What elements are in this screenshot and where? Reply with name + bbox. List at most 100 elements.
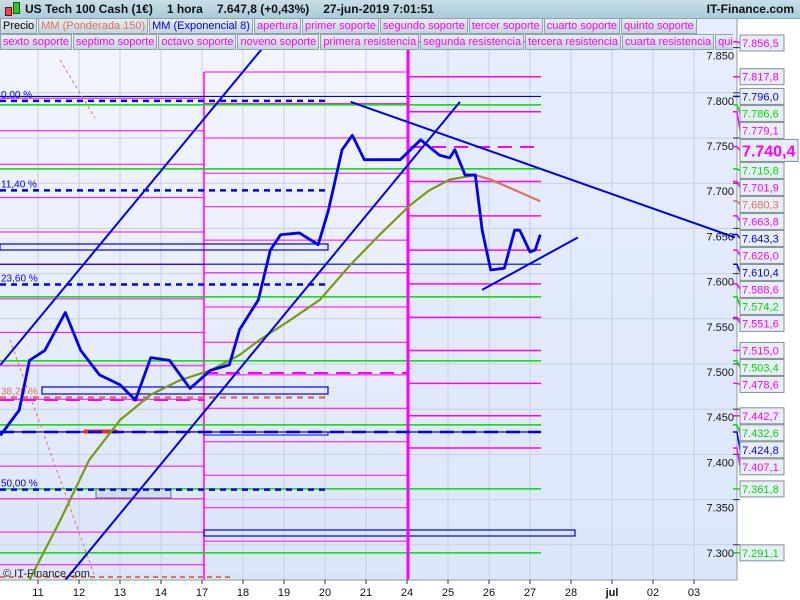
legend-item[interactable]: tercera resistencia (525, 34, 621, 50)
price-label: 7.817,8 (742, 72, 779, 84)
chart-header: US Tech 100 Cash (1€) 1 hora 7.647,8 (+0… (0, 0, 800, 19)
x-tick-label: 21 (360, 587, 372, 599)
price-label: 7.796,0 (742, 91, 779, 103)
price-label: 7.442,7 (742, 411, 779, 423)
trendline (350, 100, 736, 239)
x-tick-label: 18 (237, 587, 249, 599)
x-tick-label: 28 (565, 587, 577, 599)
price-label: 7.740,4 (742, 143, 795, 160)
legend-item[interactable]: segunda resistencia (420, 34, 525, 50)
current-week-area (408, 18, 737, 580)
price-label-box (739, 358, 785, 376)
price-label-tick (733, 110, 741, 131)
x-tick-label: 12 (73, 587, 85, 599)
price-label: 7.291,1 (742, 548, 779, 560)
legend-item[interactable]: MM (Exponencial 8) (149, 18, 253, 34)
price-label-tick (733, 104, 741, 114)
legend-item[interactable]: primer soporte (301, 18, 379, 34)
price-label: 7.361,8 (742, 484, 779, 496)
zone-rectangle (41, 386, 329, 395)
fib-label: 38,20 % (1, 386, 38, 397)
price-label-box (739, 161, 785, 179)
price-label-tick (733, 233, 741, 239)
legend-item[interactable]: sexto soporte (0, 34, 73, 50)
x-tick-label: 14 (155, 587, 167, 599)
fib-label: 23,60 % (1, 273, 38, 284)
price-label-tick (733, 283, 741, 290)
price-label-box (739, 544, 785, 562)
price-label-box (739, 138, 799, 162)
price-label-box (739, 212, 785, 230)
price-label-tick (733, 424, 741, 434)
candlestick-icon (3, 1, 21, 17)
legend-item[interactable]: quinta (715, 34, 733, 50)
price-label-box (739, 229, 785, 247)
legend-item[interactable]: tercer soporte (468, 18, 543, 34)
price-label: 7.856,5 (742, 38, 779, 50)
legend-item[interactable]: apertura (253, 18, 301, 34)
legend-item[interactable]: quinto soporte (621, 18, 697, 34)
pivot-levels (0, 40, 541, 580)
fib-label: 11,40 % (1, 179, 37, 190)
price-label-box (739, 34, 785, 52)
legend-item[interactable]: septimo soporte (73, 34, 158, 50)
legend-row-2: sexto soporte septimo soporte octavo sopor… (0, 34, 733, 50)
legend-item[interactable]: Precio (0, 18, 38, 34)
legend-item[interactable]: primera resistencia (320, 34, 420, 50)
y-tick-label: 7.700 (706, 186, 734, 198)
price-label-tick (733, 296, 741, 307)
y-tick-label: 7.750 (706, 141, 734, 153)
price-label: 7.626,0 (742, 250, 779, 262)
legend-item[interactable]: segundo soporte (379, 18, 468, 34)
price-label-box (739, 314, 785, 332)
price-label: 7.663,8 (742, 216, 779, 228)
price-label-tick (733, 316, 741, 324)
price-label: 7.407,1 (742, 462, 779, 474)
y-tick-label: 7.300 (706, 548, 734, 560)
legend-item[interactable]: octavo soporte (158, 34, 237, 50)
fibonacci-levels: 0,00 % 11,40 % 23,60 % 38,20 % 50,00 % (0, 90, 327, 491)
price-label-box (739, 104, 785, 122)
legend-row-1: Precio MM (Ponderada 150) MM (Exponencial … (0, 18, 700, 34)
price-axis-ticks: 7.850 7.800 7.750 7.700 7.650 7.600 7.550 7.500… (706, 47, 740, 560)
x-tick-label: 27 (524, 587, 536, 599)
y-tick-label: 7.650 (706, 231, 734, 243)
timeframe[interactable]: 1 hora (166, 2, 203, 16)
x-tick-label: 11 (32, 587, 43, 599)
legend-item[interactable]: cuarta resistencia (621, 34, 715, 50)
fib-label: 0,00 % (1, 90, 32, 101)
time-axis[interactable] (0, 580, 800, 600)
x-tick-label: 17 (196, 587, 208, 599)
last-price: 7.647,8 (+0,43%) (216, 2, 310, 16)
price-label-tick (733, 200, 741, 205)
trendline (0, 44, 266, 366)
price-label: 7.715,8 (742, 165, 779, 177)
y-tick-label: 7.400 (706, 457, 734, 469)
ema-8-line (0, 133, 542, 437)
fib-label: 50,00 % (1, 479, 38, 490)
price-label: 7.503,4 (742, 362, 779, 374)
price-label-tick (733, 263, 741, 273)
price-label-box (739, 341, 785, 359)
y-tick-label: 7.600 (706, 277, 734, 289)
price-label-box (739, 246, 785, 264)
x-tick-label: 02 (647, 587, 659, 599)
price-label-tick (733, 40, 741, 44)
legend-item[interactable]: noveno soporte (237, 34, 320, 50)
price-label-box (739, 178, 785, 196)
y-tick-label: 7.500 (706, 367, 734, 379)
wma-150-line (28, 173, 476, 581)
legend-item[interactable]: cuarto soporte (543, 18, 621, 34)
price-label-tick (733, 382, 741, 386)
series (0, 133, 542, 581)
price-label: 7.551,6 (742, 318, 779, 330)
legend-item[interactable]: MM (Ponderada 150) (38, 18, 149, 34)
x-tick-label: 24 (401, 587, 413, 599)
wma-150-line (475, 174, 541, 203)
timestamp: 27-jun-2019 7:01:51 (323, 2, 434, 16)
dotted-trendline (59, 59, 96, 119)
price-label-box (739, 121, 785, 139)
price-label: 7.786,6 (742, 108, 779, 120)
price-label-box (739, 297, 785, 315)
